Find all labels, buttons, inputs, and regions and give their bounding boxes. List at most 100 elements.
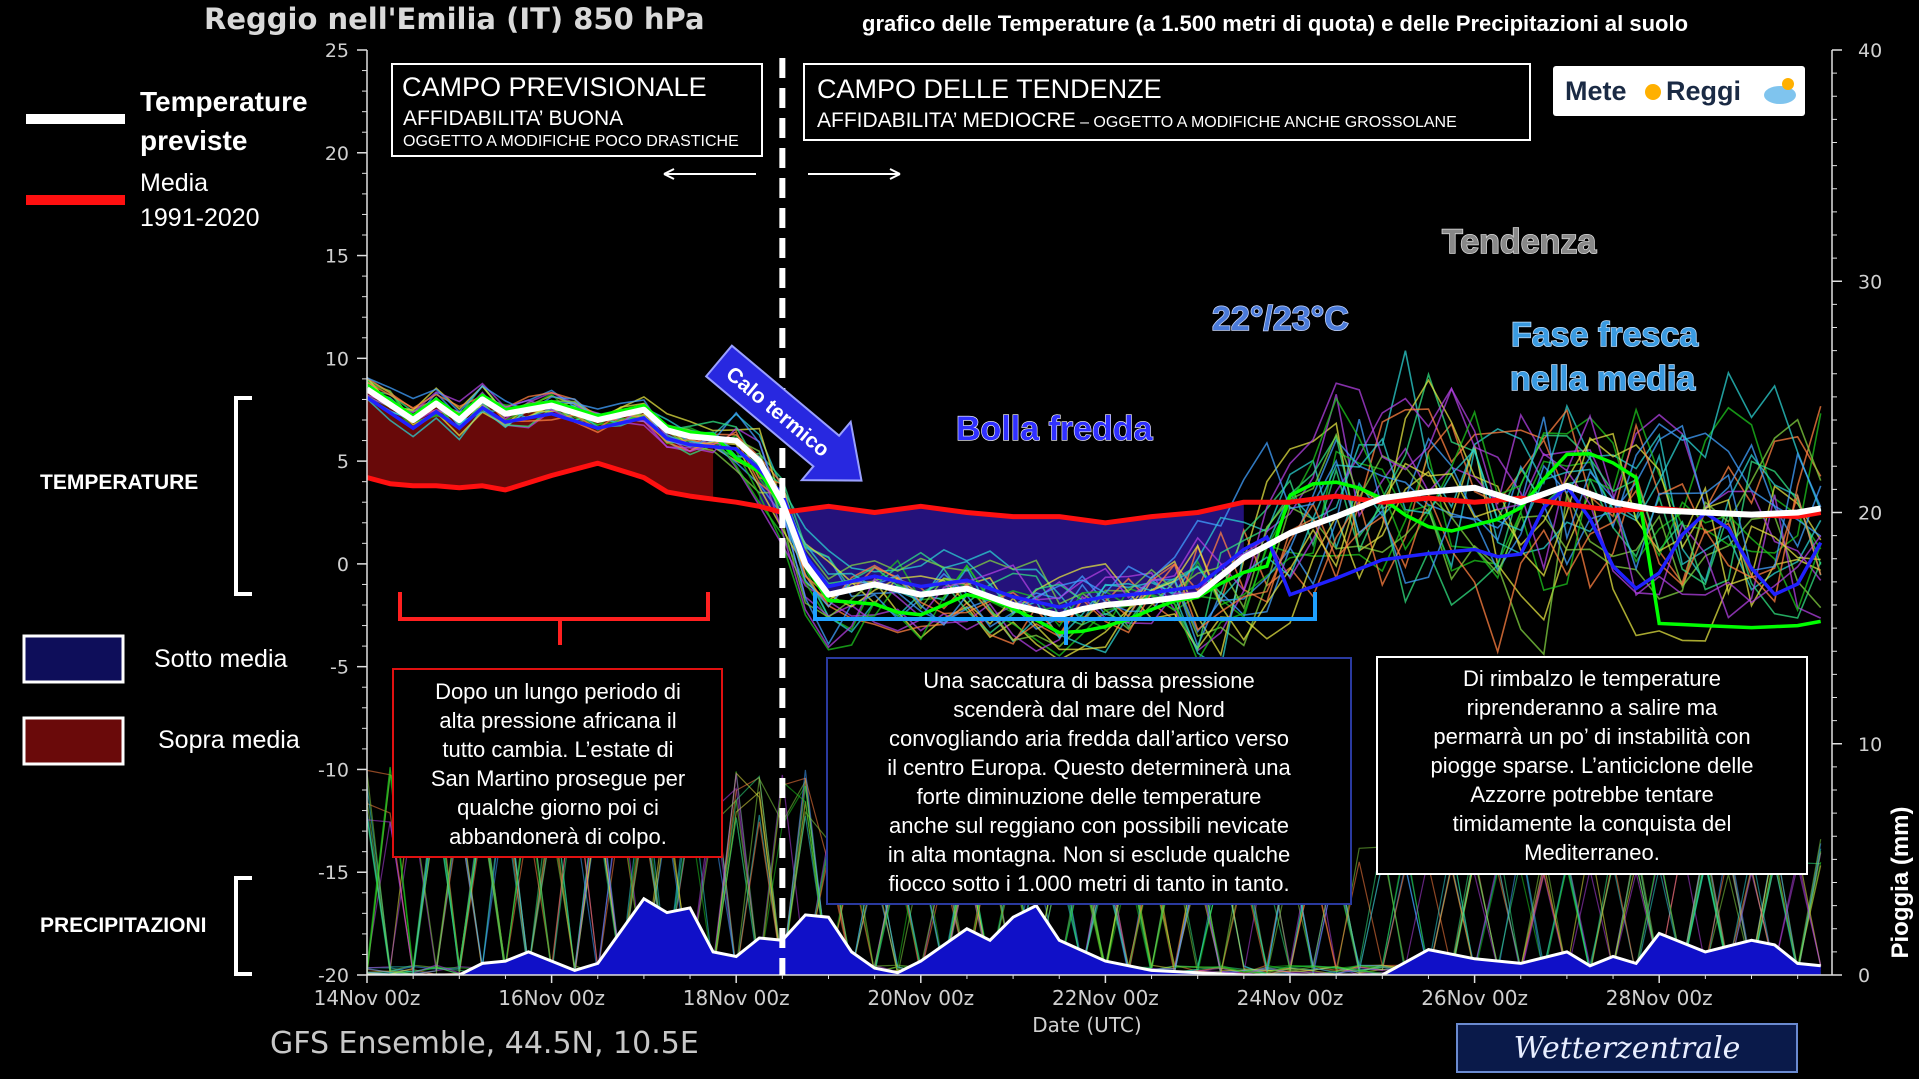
y-right-tick-label: 40 [1858, 40, 1882, 62]
forecast-box: CAMPO PREVISIONALE AFFIDABILITA’ BUONA O… [391, 63, 763, 157]
red-bracket [398, 592, 710, 645]
y-right-tick-label: 0 [1858, 965, 1870, 987]
temperature-section-label: TEMPERATURE [40, 471, 198, 494]
trend-box-reliability: AFFIDABILITA’ MEDIOCRE – OGGETTO A MODIF… [817, 109, 1457, 132]
note-left-line-3: tutto cambia. L’estate di [442, 737, 673, 762]
note-left-line-6: abbandonerà di colpo. [449, 824, 667, 849]
note-middle: Una saccatura di bassa pressione scender… [826, 657, 1352, 905]
y-left-tick-label: 25 [325, 40, 349, 62]
legend-above-label: Sopra media [158, 726, 300, 754]
note-middle-line-5: forte diminuzione delle temperature [917, 784, 1262, 809]
note-left-line-4: San Martino prosegue per [431, 766, 685, 791]
control-run-green [367, 383, 1822, 635]
logo-text-2: Reggi [1666, 76, 1741, 106]
note-right: Di rimbalzo le temperature riprenderanno… [1376, 656, 1808, 875]
y-left-tick-label: -5 [330, 657, 349, 679]
note-left-line-1: Dopo un lungo periodo di [435, 679, 681, 704]
note-left: Dopo un lungo periodo di alta pressione … [392, 668, 723, 858]
precip-section-label: PRECIPITAZIONI [40, 914, 206, 937]
arrow-left [663, 168, 756, 180]
forecast-temperature-line [367, 386, 1822, 619]
legend-mean-label-1: Media [140, 169, 208, 197]
x-tick-label: 22Nov 00z [1052, 986, 1159, 1010]
note-left-line-2: alta pressione africana il [439, 708, 676, 733]
y-right-tick-label: 10 [1858, 734, 1882, 756]
legend-mean-label-2: 1991-2020 [140, 204, 260, 232]
legend-below-label: Sotto media [154, 645, 288, 673]
temperature-bracket [234, 396, 252, 596]
y-left-tick-label: -20 [318, 965, 349, 987]
trend-box: CAMPO DELLE TENDENZE AFFIDABILITA’ MEDIO… [803, 63, 1531, 141]
x-tick-label: 28Nov 00z [1606, 986, 1713, 1010]
legend-forecast-label-2: previste [140, 125, 247, 156]
note-right-line-5: Azzorre potrebbe tentare [1470, 782, 1713, 807]
y-right-axis-label: Pioggia (mm) [1887, 806, 1914, 958]
y-left-tick-label: 5 [337, 451, 349, 473]
x-tick-label: 26Nov 00z [1421, 986, 1528, 1010]
note-right-line-4: piogge sparse. L’anticiclone delle [1431, 753, 1754, 778]
trend-label: Tendenza [1442, 223, 1597, 261]
meteo-reggio-logo: Mete Reggi [1553, 66, 1805, 116]
axes: 25 20 15 10 5 0 -5 -10 -15 -20 40 30 20 10 0 14Nov 00z 1… [314, 40, 1914, 1037]
sun-icon [1645, 84, 1661, 100]
ensemble-member-temp [367, 381, 1822, 655]
note-middle-line-7: in alta montagna. Non si esclude qualche [888, 842, 1290, 867]
precip-bracket [234, 876, 252, 976]
x-tick-label: 16Nov 00z [498, 986, 605, 1010]
note-middle-line-3: convogliando aria fredda dall’artico ver… [889, 726, 1289, 751]
x-tick-label: 20Nov 00z [867, 986, 974, 1010]
ensemble-member-temp [367, 380, 1822, 657]
note-right-line-6: timidamente la conquista del [1453, 811, 1732, 836]
y-left-tick-label: 10 [325, 348, 349, 370]
cool-phase-label-2: nella media [1510, 360, 1696, 398]
chart-subtitle: grafico delle Temperature (a 1.500 metri… [862, 11, 1688, 36]
cyan-bracket [813, 592, 1317, 645]
note-left-line-5: qualche giorno poi ci [457, 795, 659, 820]
legend-below-swatch [22, 634, 125, 684]
y-left-tick-label: -10 [318, 759, 349, 781]
legend-above-swatch [22, 716, 125, 766]
note-middle-line-6: anche sul reggiano con possibili nevicat… [889, 813, 1289, 838]
forecast-box-note: OGGETTO A MODIFICHE POCO DRASTICHE [403, 133, 739, 150]
y-right-tick-label: 30 [1858, 271, 1882, 293]
temps-label: 22°/23°C [1212, 300, 1349, 338]
source-label: Wetterzentrale [1514, 1031, 1741, 1066]
y-left-tick-label: -15 [318, 862, 349, 884]
cool-phase-label-1: Fase fresca [1511, 316, 1699, 354]
chart-title: Reggio nell'Emilia (IT) 850 hPa [204, 2, 705, 36]
precipitation-area [367, 896, 1821, 975]
note-middle-line-8: fiocco sotto i 1.000 metri di tanto in t… [888, 871, 1289, 896]
note-right-line-2: riprenderanno a salire ma [1467, 695, 1718, 720]
legend-mean-swatch [26, 195, 125, 205]
x-tick-label: 24Nov 00z [1237, 986, 1344, 1010]
control-run-blue [367, 395, 1823, 609]
note-right-line-7: Mediterraneo. [1524, 840, 1660, 865]
forecast-box-title: CAMPO PREVISIONALE [402, 72, 707, 102]
legend-forecast-label-1: Temperature [140, 86, 308, 117]
legend: Temperature previste Media 1991-2020 TEM… [22, 86, 308, 976]
note-right-line-3: permarrà un po’ di instabilità con [1433, 724, 1750, 749]
note-middle-line-2: scenderà dal mare del Nord [953, 697, 1224, 722]
y-left-tick-label: 20 [325, 143, 349, 165]
note-middle-line-1: Una saccatura di bassa pressione [923, 668, 1254, 693]
arrow-right [808, 168, 901, 180]
y-left-tick-label: 15 [325, 246, 349, 268]
ensemble-member-temp [367, 391, 1822, 646]
main-lines [367, 386, 1822, 619]
trend-box-title: CAMPO DELLE TENDENZE [817, 74, 1162, 104]
note-right-line-1: Di rimbalzo le temperature [1463, 666, 1721, 691]
y-right-tick-label: 20 [1858, 503, 1882, 525]
cloud-icon [1764, 86, 1796, 104]
x-tick-label: 14Nov 00z [314, 986, 421, 1010]
logo-text-1: Mete [1565, 76, 1627, 106]
legend-forecast-swatch [26, 114, 125, 124]
wetterzentrale-logo: Wetterzentrale [1456, 1023, 1798, 1073]
note-middle-line-4: il centro Europa. Questo determinerà una [887, 755, 1291, 780]
precipitation-line [367, 896, 1821, 975]
cold-bubble-label: Bolla fredda [956, 410, 1154, 448]
mean-temperature-line [367, 460, 1822, 526]
x-axis-label: Date (UTC) [1032, 1013, 1141, 1037]
x-tick-label: 18Nov 00z [683, 986, 790, 1010]
forecast-box-reliability: AFFIDABILITA’ BUONA [403, 107, 623, 130]
